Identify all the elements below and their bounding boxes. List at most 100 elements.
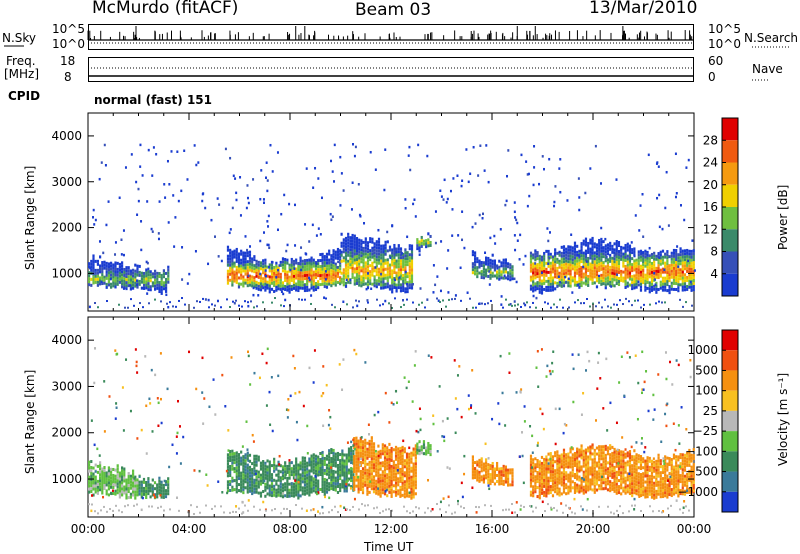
echo-cell [502, 276, 505, 280]
echo-cell [637, 277, 640, 281]
ground-scatter [517, 303, 519, 306]
echo-cell [414, 474, 417, 478]
echo-cell [392, 448, 395, 452]
echo-cell [375, 488, 378, 492]
site-title: McMurdo (fitACF) [92, 0, 239, 18]
echo-cell [145, 286, 148, 290]
echo-cell [540, 291, 544, 295]
echo-cell [101, 264, 104, 268]
echo-cell [229, 459, 232, 463]
echo-cell [275, 267, 278, 271]
echo-cell [366, 447, 369, 451]
echo-cell [233, 452, 236, 456]
echo-cell [268, 475, 271, 479]
echo-cell [686, 260, 689, 264]
echo-cell [405, 491, 409, 495]
sparse-echo [166, 159, 169, 163]
echo-cell [635, 282, 638, 286]
echo-cell [532, 265, 535, 269]
echo-cell [246, 251, 249, 255]
echo-cell [229, 456, 232, 460]
echo-cell [511, 277, 514, 281]
echo-cell [609, 244, 612, 248]
echo-cell [399, 446, 402, 450]
echo-cell [639, 255, 643, 259]
echo-cell [366, 492, 369, 496]
sparse-echo [130, 153, 133, 156]
echo-cell [116, 279, 119, 283]
echo-cell [281, 284, 285, 288]
echo-cell [554, 275, 557, 279]
echo-cell [251, 284, 254, 288]
sparse-echo [496, 267, 499, 270]
echo-cell [405, 470, 409, 474]
echo-cell [330, 484, 333, 488]
echo-cell [556, 477, 559, 481]
sparse-echo [164, 196, 167, 199]
echo-cell [560, 284, 563, 288]
echo-cell [347, 232, 350, 236]
echo-cell [299, 476, 302, 480]
echo-cell [370, 451, 373, 455]
echo-cell [257, 479, 260, 483]
echo-cell [279, 476, 282, 480]
echo-cell [392, 490, 395, 494]
echo-cell [683, 264, 687, 268]
echo-cell [226, 275, 230, 279]
echo-cell [547, 252, 550, 256]
echo-cell [350, 452, 353, 456]
echo-cell [397, 274, 400, 278]
echo-cell [328, 282, 331, 286]
echo-cell [422, 446, 426, 450]
echo-cell [554, 484, 557, 488]
echo-cell [540, 255, 544, 259]
echo-cell [167, 274, 170, 278]
sparse-echo [181, 246, 184, 249]
colorbar-tick-label: 12 [703, 222, 718, 236]
echo-cell [690, 285, 693, 289]
echo-cell [233, 252, 236, 256]
echo-cell [353, 485, 356, 489]
echo-cell [545, 491, 548, 495]
echo-cell [404, 257, 407, 261]
echo-cell [388, 269, 392, 273]
echo-cell [273, 484, 276, 488]
echo-cell [321, 276, 324, 280]
sparse-echo [317, 227, 320, 230]
echo-cell [635, 264, 638, 268]
echo-cell [562, 481, 566, 485]
echo-cell [584, 258, 588, 262]
echo-cell [540, 264, 544, 268]
echo-cell [88, 274, 91, 278]
echo-cell [361, 467, 365, 471]
echo-cell [353, 267, 356, 271]
echo-cell [349, 236, 352, 240]
echo-cell [235, 274, 238, 278]
echo-cell [543, 475, 546, 479]
echo-cell [388, 475, 391, 479]
echo-cell [617, 277, 621, 281]
echo-cell [401, 454, 404, 458]
echo-cell [648, 272, 651, 276]
echo-cell [246, 266, 249, 270]
echo-cell [655, 275, 658, 279]
echo-cell [532, 473, 535, 477]
echo-cell [364, 459, 367, 463]
echo-cell [270, 473, 274, 477]
echo-cell [679, 283, 682, 287]
echo-cell [403, 447, 406, 451]
ground-scatter [118, 303, 120, 306]
echo-cell [339, 471, 342, 475]
echo-cell [582, 476, 585, 480]
sparse-echo [246, 184, 249, 187]
echo-cell [624, 276, 627, 280]
echo-cell [292, 494, 296, 498]
echo-cell [262, 469, 265, 473]
echo-cell [226, 263, 230, 267]
echo-cell [110, 470, 113, 474]
echo-cell [257, 485, 260, 489]
sparse-echo [610, 285, 613, 288]
echo-cell [134, 278, 137, 282]
echo-cell [244, 269, 247, 273]
echo-cell [164, 492, 168, 496]
